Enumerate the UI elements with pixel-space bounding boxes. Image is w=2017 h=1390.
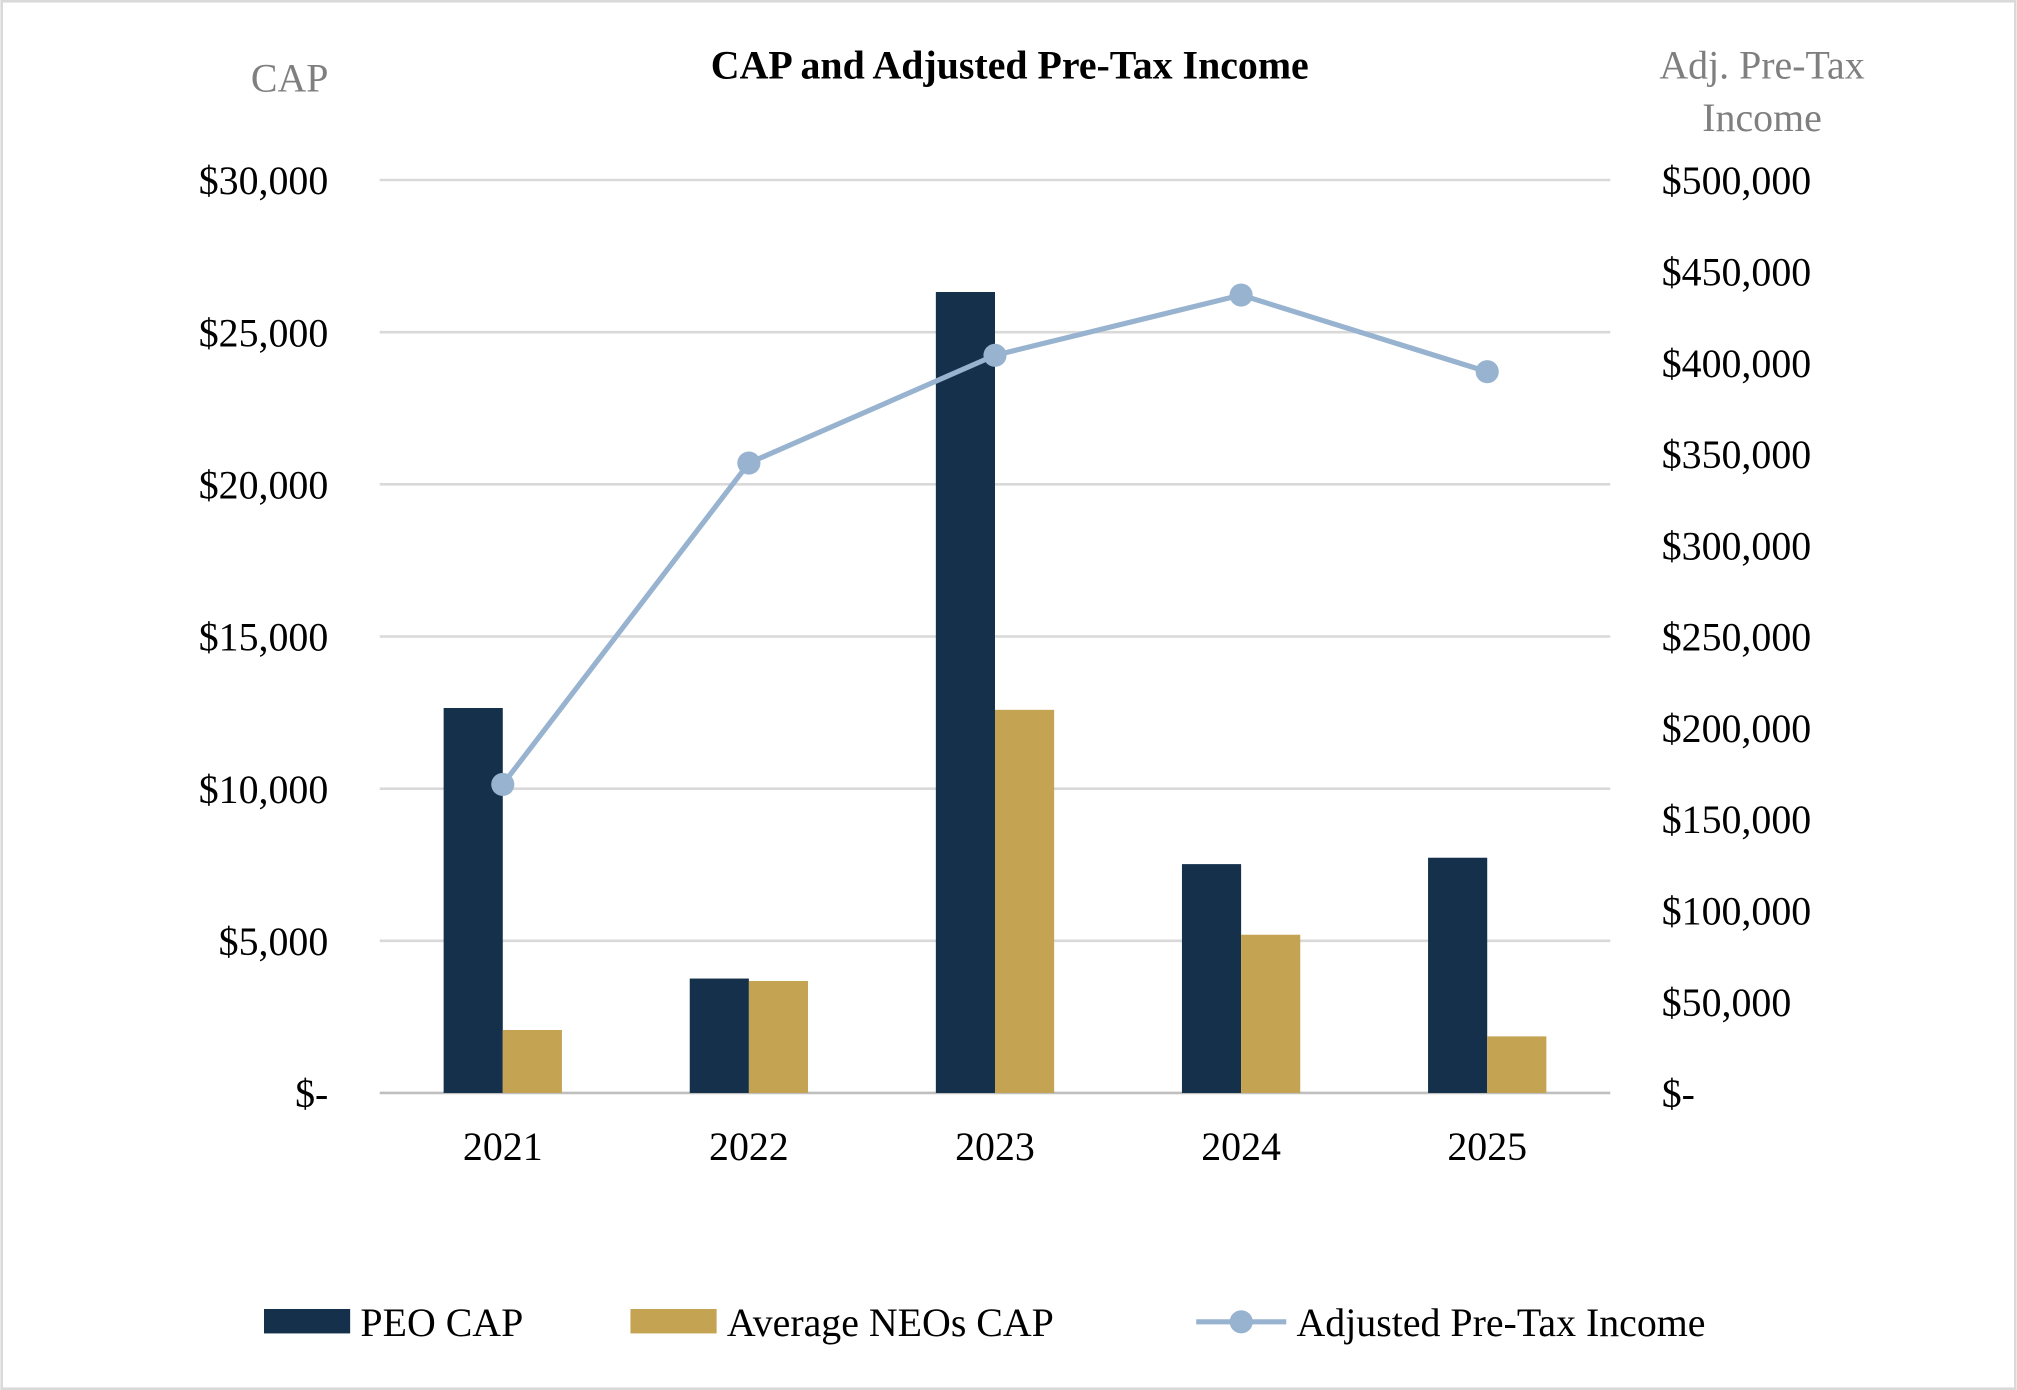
right-axis-title-line-2: Income <box>1702 95 1822 140</box>
right-tick-label: $450,000 <box>1662 249 1811 294</box>
legend: PEO CAP Average NEOs CAP Adjusted Pre-Ta… <box>263 1300 1706 1345</box>
right-tick-label: $100,000 <box>1662 889 1811 934</box>
chart-title: CAP and Adjusted Pre-Tax Income <box>711 42 1309 87</box>
bar-peo-cap-2022 <box>689 978 749 1093</box>
legend-label-adjusted-pre-tax-income: Adjusted Pre-Tax Income <box>1297 1300 1706 1345</box>
left-tick-label: $20,000 <box>199 462 329 507</box>
x-tick-label: 2023 <box>955 1124 1035 1169</box>
bar-average-neos-cap-2023 <box>994 709 1055 1093</box>
right-tick-label: $500,000 <box>1662 158 1811 203</box>
legend-swatch-peo-cap <box>263 1308 351 1334</box>
bar-average-neos-cap-2021 <box>502 1029 562 1093</box>
left-tick-label: $- <box>295 1071 328 1116</box>
left-tick-label: $10,000 <box>199 767 329 812</box>
right-tick-label: $300,000 <box>1662 523 1811 568</box>
left-tick-label: $5,000 <box>219 919 329 964</box>
left-tick-label: $25,000 <box>199 310 329 355</box>
bar-average-neos-cap-2025 <box>1487 1036 1547 1093</box>
point-adjusted-pre-tax-income-2024 <box>1229 283 1253 307</box>
left-axis-title: CAP <box>251 55 329 100</box>
point-adjusted-pre-tax-income-2023 <box>983 343 1007 367</box>
bar-average-neos-cap-2024 <box>1241 934 1301 1093</box>
right-tick-label: $150,000 <box>1662 797 1811 842</box>
left-tick-label: $15,000 <box>199 615 329 660</box>
bar-peo-cap-2023 <box>935 292 995 1093</box>
right-tick-label: $400,000 <box>1662 341 1811 386</box>
bar-peo-cap-2025 <box>1428 857 1488 1093</box>
right-tick-label: $50,000 <box>1662 980 1792 1025</box>
point-adjusted-pre-tax-income-2022 <box>737 451 761 475</box>
legend-swatch-marker <box>1229 1310 1253 1334</box>
legend-label-peo-cap: PEO CAP <box>360 1300 523 1345</box>
right-axis-title-line-1: Adj. Pre-Tax <box>1659 42 1864 87</box>
x-tick-label: 2022 <box>709 1124 789 1169</box>
x-tick-label: 2024 <box>1201 1124 1281 1169</box>
legend-swatch-average-neos-cap <box>630 1308 717 1334</box>
left-tick-label: $30,000 <box>199 158 329 203</box>
right-tick-label: $350,000 <box>1662 432 1811 477</box>
right-tick-label: $- <box>1662 1071 1695 1116</box>
bar-average-neos-cap-2022 <box>748 980 809 1093</box>
legend-label-average-neos-cap: Average NEOs CAP <box>727 1300 1054 1345</box>
bar-peo-cap-2021 <box>443 708 503 1093</box>
bar-peo-cap-2024 <box>1181 864 1242 1093</box>
right-tick-label: $200,000 <box>1662 706 1811 751</box>
x-tick-label: 2021 <box>463 1124 543 1169</box>
x-tick-label: 2025 <box>1447 1124 1527 1169</box>
point-adjusted-pre-tax-income-2025 <box>1475 360 1499 384</box>
point-adjusted-pre-tax-income-2021 <box>491 772 515 796</box>
right-tick-label: $250,000 <box>1662 615 1811 660</box>
